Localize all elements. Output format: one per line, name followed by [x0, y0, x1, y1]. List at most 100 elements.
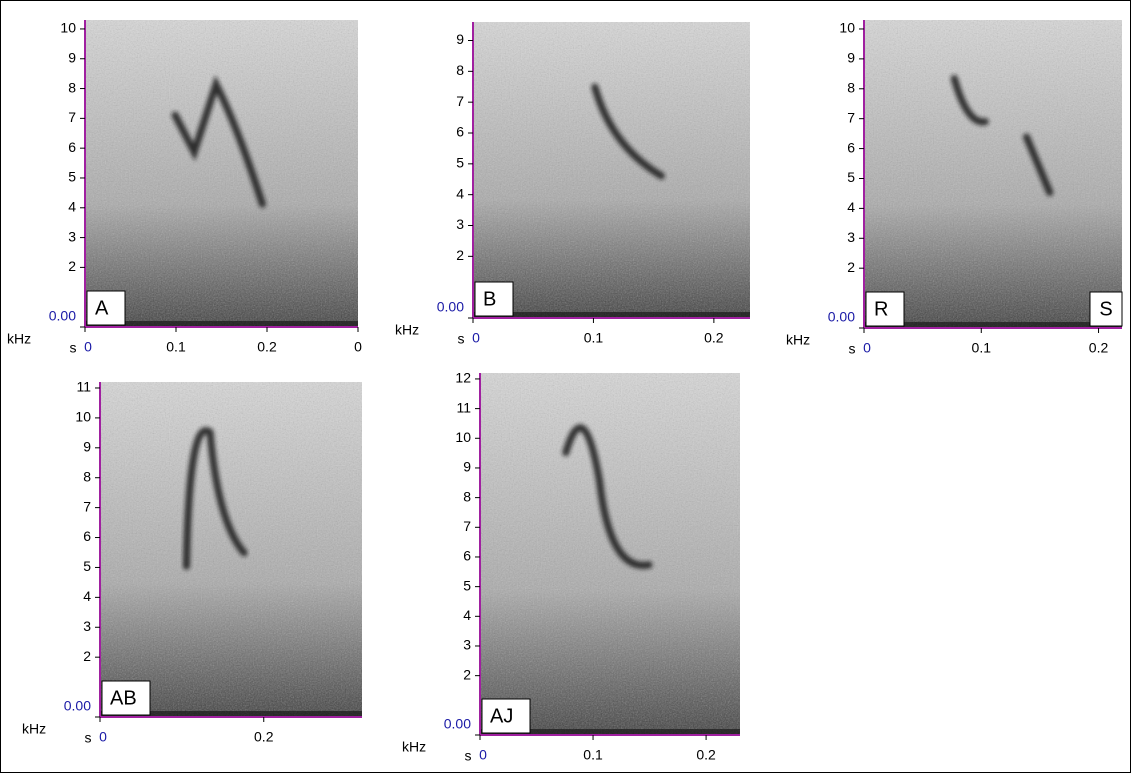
x-tick-label: 0.1: [584, 330, 604, 346]
y-tick-label: 0.00: [49, 308, 76, 324]
y-tick-label: 5: [847, 169, 855, 185]
y-axis-label: kHz: [402, 739, 426, 755]
y-tick-label: 2: [847, 259, 855, 275]
y-tick-label: 10: [839, 20, 855, 36]
x-tick-label: 0.2: [254, 729, 274, 745]
y-tick-label: 7: [463, 518, 471, 534]
x-tick-label: 0: [863, 340, 871, 356]
y-tick-label: 3: [463, 637, 471, 653]
y-tick-label: 3: [847, 229, 855, 245]
y-tick-label: 6: [847, 139, 855, 155]
y-tick-label: 2: [68, 258, 76, 274]
y-tick-label: 3: [456, 216, 464, 232]
y-axis-label: kHz: [22, 721, 46, 737]
x-tick-label: 0: [472, 330, 480, 346]
panel-label: AJ: [490, 705, 513, 727]
y-tick-label: 9: [83, 439, 91, 455]
panel: 0.00 2 3 4 5 6 7 8 9 0 0.1 0.2 kHz s B: [395, 22, 750, 347]
baseline-band: [864, 322, 1122, 328]
x-tick-label: 0: [99, 729, 107, 745]
y-tick-label: 4: [456, 185, 464, 201]
call-trace: [562, 424, 653, 569]
x-axis-label: s: [70, 340, 77, 356]
call-trace: [171, 75, 266, 208]
panel-label-box: [101, 680, 151, 716]
x-tick-label: 0.2: [704, 330, 724, 346]
spectrogram-noise: [473, 22, 750, 318]
spectrogram-noise: [100, 382, 362, 717]
panel: 0.00 2 3 4 5 6 7 8 9 10 11 0 0.2 kHz s AB: [22, 379, 362, 746]
y-tick-label: 3: [83, 618, 91, 634]
x-tick-label: 0.2: [696, 747, 716, 763]
baseline-band: [473, 312, 750, 318]
y-tick-label: 11: [76, 379, 91, 395]
y-tick-label: 4: [83, 588, 91, 604]
y-tick-label: 10: [60, 20, 76, 36]
y-tick-label: 9: [463, 459, 471, 475]
spectrogram-noise: [480, 373, 740, 735]
y-tick-label: 9: [456, 31, 464, 47]
y-tick-label: 0.00: [64, 698, 91, 714]
x-tick-label: 0.2: [257, 339, 277, 355]
panel: 0.00 2 3 4 5 6 7 8 9 10 0 0.1 0.2 kHz s R S: [786, 20, 1123, 357]
call-trace: [950, 75, 1054, 196]
y-tick-label: 10: [455, 429, 471, 445]
panel-label: B: [483, 288, 496, 310]
call-trace: [182, 427, 248, 570]
y-axis-label: kHz: [395, 322, 419, 338]
y-tick-label: 6: [456, 124, 464, 140]
y-tick-label: 4: [847, 199, 855, 215]
panel: 0.00 2 3 4 5 6 7 8 9 10 11 12 0 0.1 0.2 kHz s AJ: [402, 370, 740, 764]
y-tick-label: 5: [68, 169, 76, 185]
x-tick-label: 0: [354, 339, 362, 355]
y-tick-label: 7: [847, 109, 855, 125]
y-tick-label: 5: [456, 155, 464, 171]
y-tick-label: 9: [847, 50, 855, 66]
y-tick-label: 9: [68, 49, 76, 65]
y-axis-label: kHz: [786, 332, 810, 348]
y-tick-label: 2: [463, 666, 471, 682]
y-tick-label: 8: [68, 79, 76, 95]
y-tick-label: 7: [456, 93, 464, 109]
panel: 0.00 2 3 4 5 6 7 8 9 10 0 0.1 0.2 0 kHz s A: [7, 20, 362, 356]
y-tick-label: 8: [463, 488, 471, 504]
x-axis-label: s: [849, 341, 856, 357]
y-tick-label: 6: [83, 528, 91, 544]
corner-label-box: [1089, 291, 1123, 327]
panel-label: R: [874, 298, 888, 320]
x-tick-label: 0.2: [1089, 340, 1109, 356]
y-tick-label: 8: [456, 62, 464, 78]
y-tick-label: 8: [83, 468, 91, 484]
y-axis-label: kHz: [7, 331, 31, 347]
y-tick-label: 5: [463, 577, 471, 593]
x-tick-label: 0: [84, 339, 92, 355]
y-tick-label: 4: [463, 607, 471, 623]
y-tick-label: 12: [455, 370, 471, 386]
x-axis-label: s: [465, 748, 472, 764]
x-axis-label: s: [458, 331, 465, 347]
y-tick-label: 8: [847, 79, 855, 95]
x-tick-label: 0.1: [166, 339, 186, 355]
y-tick-label: 2: [456, 247, 464, 263]
y-tick-label: 0.00: [437, 299, 464, 315]
y-tick-label: 6: [463, 548, 471, 564]
call-trace: [591, 83, 665, 180]
corner-label: S: [1099, 298, 1112, 320]
panel-label: A: [95, 297, 109, 319]
y-tick-label: 5: [83, 558, 91, 574]
spectrogram-noise: [85, 20, 358, 327]
y-tick-label: 11: [456, 399, 471, 415]
y-tick-label: 0.00: [444, 716, 471, 732]
y-tick-label: 6: [68, 139, 76, 155]
panel-label-box: [86, 290, 126, 326]
panel-label-box: [481, 698, 531, 734]
y-tick-label: 3: [68, 228, 76, 244]
panel-label-box: [474, 281, 514, 317]
y-tick-label: 7: [83, 498, 91, 514]
y-tick-label: 7: [68, 109, 76, 125]
baseline-band: [100, 711, 362, 717]
panel-label-box: [865, 291, 905, 327]
y-tick-label: 4: [68, 198, 76, 214]
x-tick-label: 0: [479, 747, 487, 763]
